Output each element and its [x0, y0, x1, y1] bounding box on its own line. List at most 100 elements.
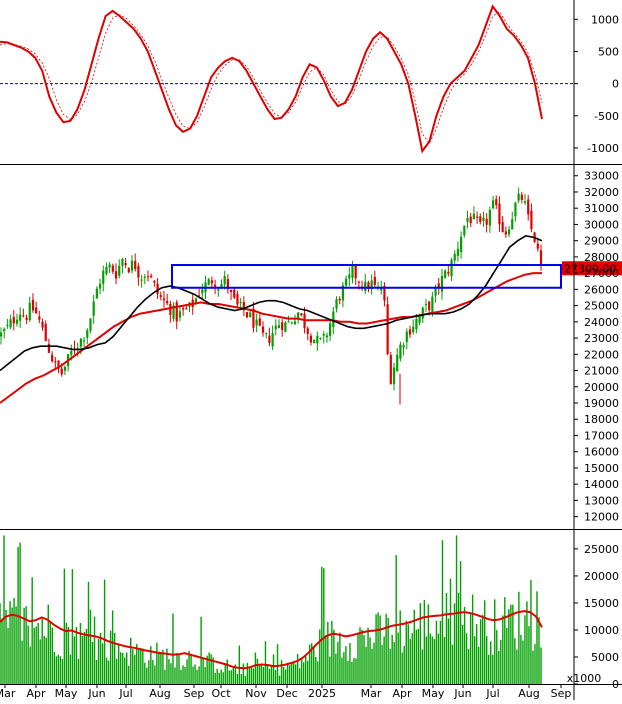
volume-bar — [377, 612, 379, 684]
volume-bar — [132, 649, 134, 684]
candle — [514, 201, 517, 222]
volume-bar — [222, 672, 224, 684]
volume-bar — [538, 617, 540, 684]
volume-bar — [188, 650, 190, 684]
volume-bar — [146, 667, 148, 684]
volume-bar — [23, 607, 25, 684]
volume-bar — [230, 670, 232, 684]
volume-bar — [41, 618, 43, 684]
candle — [450, 257, 453, 282]
x-tick-label: Jun — [453, 687, 471, 700]
volume-bar — [25, 606, 27, 684]
candle — [523, 193, 527, 205]
volume-bar — [441, 540, 444, 684]
volume-bar — [37, 622, 39, 684]
volume-bar — [232, 667, 234, 684]
volume-bar — [530, 579, 532, 684]
candle — [316, 331, 319, 351]
volume-bar — [399, 610, 401, 684]
volume-bar — [459, 561, 462, 684]
volume-bar — [433, 639, 436, 684]
volume-bar — [296, 653, 299, 684]
candle — [373, 270, 376, 288]
candle — [498, 196, 501, 232]
volume-bar — [391, 634, 393, 684]
volume-bar — [439, 620, 442, 684]
volume-bar — [393, 642, 395, 684]
candle — [166, 293, 169, 306]
volume-bar — [214, 672, 216, 684]
volume-bar — [536, 591, 538, 684]
candle — [520, 191, 523, 204]
candle — [539, 244, 543, 271]
candle — [437, 277, 440, 295]
candle — [150, 273, 153, 279]
candle — [98, 278, 102, 295]
volume-bar — [67, 626, 70, 684]
volume-bar — [85, 628, 88, 684]
last-price-label: 27300.00 — [562, 261, 622, 276]
y-tick-label: 13000 — [584, 494, 619, 507]
volume-bar — [272, 654, 275, 684]
volume-bar — [415, 629, 418, 684]
candle — [226, 274, 229, 294]
candle — [92, 295, 95, 324]
candle — [479, 213, 482, 225]
candle — [175, 299, 178, 330]
candle — [447, 264, 450, 277]
candle — [460, 231, 463, 259]
volume-bar — [99, 632, 102, 684]
volume-bar — [144, 662, 146, 684]
candle — [19, 307, 22, 328]
volume-bar — [534, 644, 536, 684]
volume-bar — [268, 668, 271, 684]
volume-bar — [63, 568, 66, 684]
y-tick-label: 31000 — [584, 202, 619, 215]
volume-bar — [194, 664, 196, 684]
volume-bar — [9, 601, 11, 684]
candle — [412, 319, 415, 335]
resistance-box — [171, 264, 562, 289]
candle — [114, 263, 118, 285]
volume-bar — [266, 664, 269, 684]
candle — [424, 299, 428, 312]
candle — [402, 342, 405, 356]
volume-bar — [512, 604, 514, 684]
volume-bar — [317, 661, 319, 684]
y-tick-label: 5000 — [591, 651, 619, 664]
candle — [527, 195, 530, 221]
x-tick-label: Jul — [485, 687, 499, 700]
volume-bar — [401, 652, 403, 684]
candle — [22, 308, 25, 318]
volume-bar — [411, 633, 413, 684]
candle — [252, 302, 255, 333]
volume-bar — [134, 655, 136, 684]
candle — [159, 291, 162, 301]
volume-bar — [61, 658, 64, 684]
volume-bar — [244, 675, 247, 684]
candle — [290, 321, 293, 325]
volume-bar — [113, 633, 116, 684]
volume-ma-line — [0, 610, 543, 670]
volume-bar — [532, 650, 534, 684]
candle — [485, 213, 488, 233]
candle — [0, 327, 3, 345]
candle — [504, 226, 507, 238]
axis-labels: 10005000-500-100033000320003100030000290… — [0, 13, 619, 700]
volume-bar — [417, 628, 420, 684]
candle — [130, 255, 134, 274]
y-tick-label: 20000 — [584, 570, 619, 583]
signal-line — [0, 11, 543, 145]
candle — [162, 290, 166, 308]
volume-bar — [224, 664, 226, 684]
volume-bar — [93, 616, 96, 684]
volume-bar — [290, 662, 293, 684]
candle — [344, 275, 348, 289]
x-tick-label: Mar — [0, 687, 16, 700]
volume-bar — [107, 660, 110, 684]
candle — [268, 327, 271, 347]
volume-bar — [443, 636, 446, 684]
volume-bar — [111, 610, 114, 684]
volume-bar — [371, 648, 373, 684]
volume-bar — [475, 624, 478, 684]
